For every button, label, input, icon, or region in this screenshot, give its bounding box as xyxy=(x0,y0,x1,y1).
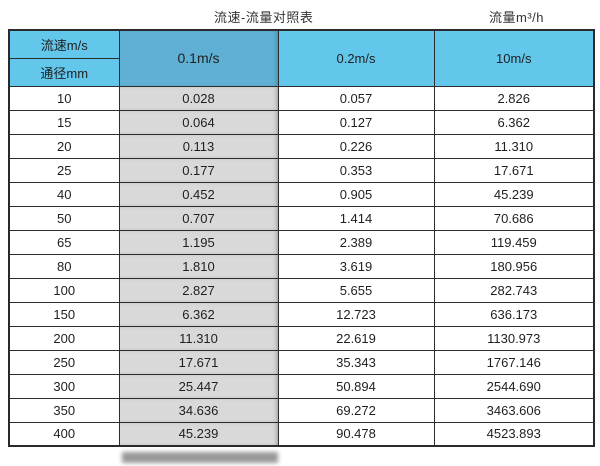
diameter-cell: 80 xyxy=(8,253,120,279)
table-row: 400 45.239 90.478 4523.893 xyxy=(8,421,595,447)
table-row: 300 25.447 50.894 2544.690 xyxy=(8,373,595,399)
header-row-bottom: 通径mm xyxy=(8,57,594,87)
column-header-02ms: 0.2m/s xyxy=(277,29,435,87)
value-cell: 17.671 xyxy=(433,157,595,183)
value-cell: 0.905 xyxy=(277,181,435,207)
value-cell: 34.636 xyxy=(118,397,279,423)
value-cell: 45.239 xyxy=(118,421,279,447)
diameter-cell: 350 xyxy=(8,397,120,423)
diameter-cell: 250 xyxy=(8,349,120,375)
diameter-cell: 300 xyxy=(8,373,120,399)
header-row-top: 流速m/s 0.1m/s 0.2m/s 10m/s xyxy=(8,29,595,87)
value-cell: 1.810 xyxy=(118,253,279,279)
table-row: 80 1.810 3.619 180.956 xyxy=(8,253,595,279)
table-header: 流速m/s 0.1m/s 0.2m/s 10m/s 通径mm xyxy=(8,29,595,87)
value-cell: 0.353 xyxy=(277,157,435,183)
value-cell: 0.028 xyxy=(118,85,279,111)
value-cell: 1.195 xyxy=(118,229,279,255)
value-cell: 0.452 xyxy=(118,181,279,207)
value-cell: 22.619 xyxy=(277,325,435,351)
corner-cell-flow-speed: 流速m/s xyxy=(8,29,120,59)
diameter-cell: 200 xyxy=(8,325,120,351)
value-cell: 180.956 xyxy=(433,253,595,279)
value-cell: 12.723 xyxy=(277,301,435,327)
value-cell: 35.343 xyxy=(277,349,435,375)
table-row: 350 34.636 69.272 3463.606 xyxy=(8,397,595,423)
value-cell: 70.686 xyxy=(433,205,595,231)
value-cell: 6.362 xyxy=(118,301,279,327)
column-header-10ms: 10m/s xyxy=(433,29,595,87)
value-cell: 636.173 xyxy=(433,301,595,327)
diameter-cell: 15 xyxy=(8,109,120,135)
value-cell: 0.707 xyxy=(118,205,279,231)
table-row: 15 0.064 0.127 6.362 xyxy=(8,109,595,135)
highlight-column-shadow xyxy=(122,452,278,463)
value-cell: 2544.690 xyxy=(433,373,595,399)
value-cell: 282.743 xyxy=(433,277,595,303)
value-cell: 69.272 xyxy=(277,397,435,423)
value-cell: 119.459 xyxy=(433,229,595,255)
diameter-cell: 20 xyxy=(8,133,120,159)
diameter-cell: 10 xyxy=(8,85,120,111)
table-row: 65 1.195 2.389 119.459 xyxy=(8,229,595,255)
value-cell: 11.310 xyxy=(118,325,279,351)
value-cell: 90.478 xyxy=(277,421,435,447)
value-cell: 6.362 xyxy=(433,109,595,135)
table-row: 150 6.362 12.723 636.173 xyxy=(8,301,595,327)
value-cell: 45.239 xyxy=(433,181,595,207)
value-cell: 2.826 xyxy=(433,85,595,111)
value-cell: 11.310 xyxy=(433,133,595,159)
table-row: 25 0.177 0.353 17.671 xyxy=(8,157,595,183)
value-cell: 0.226 xyxy=(277,133,435,159)
value-cell: 1130.973 xyxy=(433,325,595,351)
value-cell: 2.389 xyxy=(277,229,435,255)
value-cell: 1.414 xyxy=(277,205,435,231)
value-cell: 0.177 xyxy=(118,157,279,183)
diameter-cell: 25 xyxy=(8,157,120,183)
diameter-cell: 50 xyxy=(8,205,120,231)
value-cell: 0.057 xyxy=(277,85,435,111)
value-cell: 2.827 xyxy=(118,277,279,303)
value-cell: 3463.606 xyxy=(433,397,595,423)
value-cell: 0.064 xyxy=(118,109,279,135)
corner-cell-diameter: 通径mm xyxy=(8,57,120,87)
value-cell: 25.447 xyxy=(118,373,279,399)
value-cell: 1767.146 xyxy=(433,349,595,375)
table-row: 200 11.310 22.619 1130.973 xyxy=(8,325,595,351)
table-row: 10 0.028 0.057 2.826 xyxy=(8,85,595,111)
table-row: 40 0.452 0.905 45.239 xyxy=(8,181,595,207)
diameter-cell: 40 xyxy=(8,181,120,207)
diameter-cell: 400 xyxy=(8,421,120,447)
value-cell: 0.113 xyxy=(118,133,279,159)
table-row: 20 0.113 0.226 11.310 xyxy=(8,133,595,159)
table-row: 250 17.671 35.343 1767.146 xyxy=(8,349,595,375)
page-title: 流速-流量对照表 xyxy=(214,10,314,25)
flow-rate-table: 流速m/s 0.1m/s 0.2m/s 10m/s 通径mm 10 0.028 … xyxy=(8,29,595,447)
value-cell: 17.671 xyxy=(118,349,279,375)
column-header-01ms: 0.1m/s xyxy=(118,29,279,87)
value-cell: 5.655 xyxy=(277,277,435,303)
value-cell: 4523.893 xyxy=(433,421,595,447)
value-cell: 0.127 xyxy=(277,109,435,135)
table-body: 10 0.028 0.057 2.826 15 0.064 0.127 6.36… xyxy=(8,85,595,447)
value-cell: 50.894 xyxy=(277,373,435,399)
diameter-cell: 100 xyxy=(8,277,120,303)
table-row: 100 2.827 5.655 282.743 xyxy=(8,277,595,303)
table-row: 50 0.707 1.414 70.686 xyxy=(8,205,595,231)
diameter-cell: 150 xyxy=(8,301,120,327)
flow-unit-label: 流量m³/h xyxy=(489,10,545,25)
diameter-cell: 65 xyxy=(8,229,120,255)
value-cell: 3.619 xyxy=(277,253,435,279)
